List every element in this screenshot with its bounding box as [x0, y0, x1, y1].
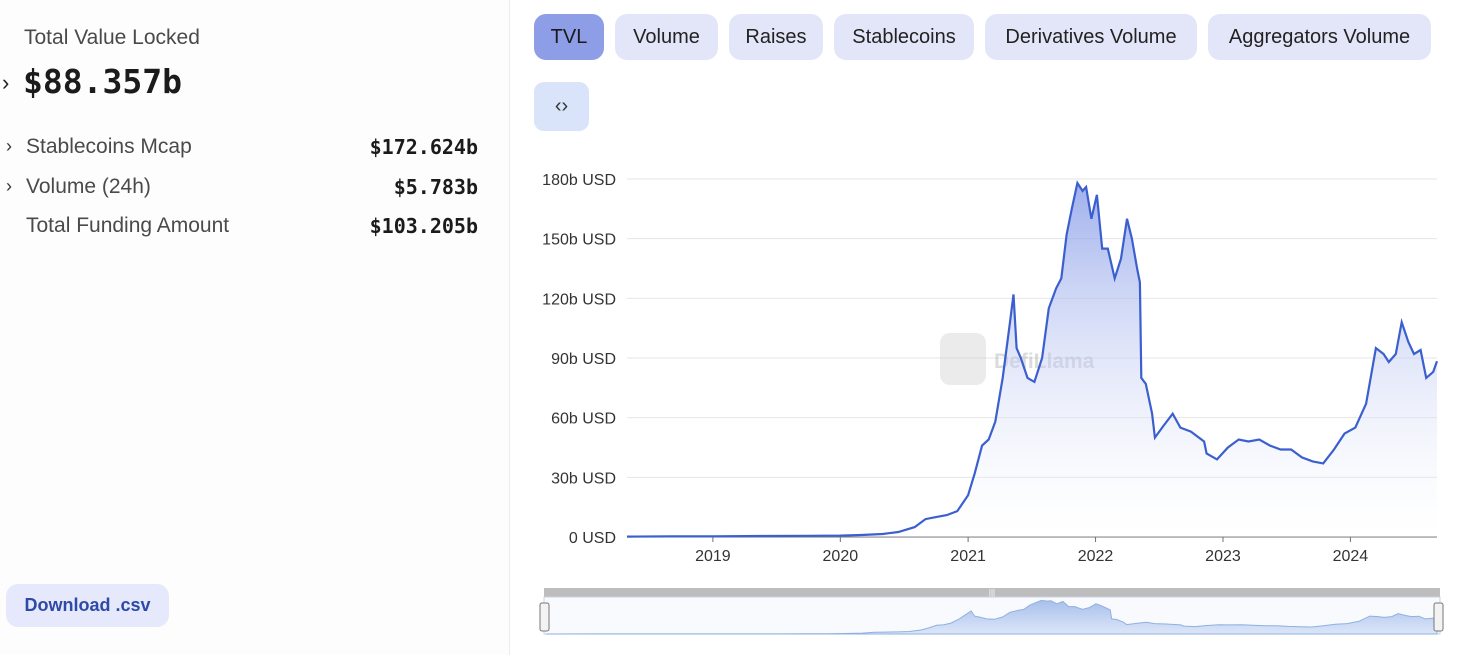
- chevron-right-icon[interactable]: ›: [2, 70, 10, 95]
- metric-label: Stablecoins Mcap: [26, 135, 192, 158]
- x-tick-label: 2019: [695, 548, 731, 565]
- tvl-label: Total Value Locked: [24, 26, 200, 49]
- metric-row-stablecoins[interactable]: › Stablecoins Mcap $172.624b: [0, 132, 478, 164]
- chevron-right-icon[interactable]: ›: [6, 136, 12, 156]
- tab-tvl[interactable]: TVL: [534, 14, 604, 60]
- summary-panel: Total Value Locked › $88.357b › Stableco…: [0, 0, 510, 655]
- tvl-value: $88.357b: [23, 62, 182, 101]
- metric-value: $172.624b: [369, 135, 478, 159]
- tvl-area: [627, 183, 1437, 537]
- x-tick-label: 2024: [1333, 548, 1369, 565]
- tab-stablecoins[interactable]: Stablecoins: [834, 14, 974, 60]
- range-handle-left[interactable]: [539, 602, 550, 632]
- metric-label: Volume (24h): [26, 175, 151, 198]
- download-csv-button[interactable]: Download .csv: [6, 584, 169, 627]
- tab-derivatives-volume[interactable]: Derivatives Volume: [985, 14, 1197, 60]
- range-preview-area: [545, 599, 1438, 635]
- code-icon[interactable]: ‹›: [534, 82, 589, 131]
- chevron-right-icon[interactable]: ›: [6, 176, 12, 196]
- tvl-line: [626, 180, 1439, 538]
- tab-aggregators-volume[interactable]: Aggregators Volume: [1208, 14, 1431, 60]
- y-tick-label: 60b USD: [551, 411, 616, 428]
- tab-volume[interactable]: Volume: [615, 14, 718, 60]
- x-tick-label: 2020: [823, 548, 859, 565]
- metric-label: Total Funding Amount: [26, 214, 230, 237]
- x-tick-label: 2023: [1205, 548, 1241, 565]
- y-tick-label: 90b USD: [551, 351, 616, 368]
- x-tick-label: 2021: [950, 548, 986, 565]
- y-tick-label: 0 USD: [569, 530, 616, 547]
- llama-logo-icon: [940, 333, 986, 385]
- slider-grip-icon[interactable]: |||: [989, 588, 995, 597]
- watermark-text: DefiLlama: [994, 350, 1095, 373]
- range-slider[interactable]: |||: [539, 588, 1444, 635]
- range-handle-right[interactable]: [1433, 602, 1444, 632]
- y-tick-label: 180b USD: [542, 172, 616, 189]
- y-tick-label: 120b USD: [542, 291, 616, 308]
- y-tick-label: 30b USD: [551, 470, 616, 487]
- metric-row-volume[interactable]: › Volume (24h) $5.783b: [0, 172, 478, 204]
- metric-row-funding: Total Funding Amount $103.205b: [0, 211, 478, 243]
- metric-value: $103.205b: [369, 214, 478, 238]
- y-tick-label: 150b USD: [542, 232, 616, 249]
- metric-value: $5.783b: [393, 175, 478, 199]
- x-tick-label: 2022: [1078, 548, 1114, 565]
- watermark: DefiLlama: [940, 333, 1095, 385]
- tab-raises[interactable]: Raises: [729, 14, 823, 60]
